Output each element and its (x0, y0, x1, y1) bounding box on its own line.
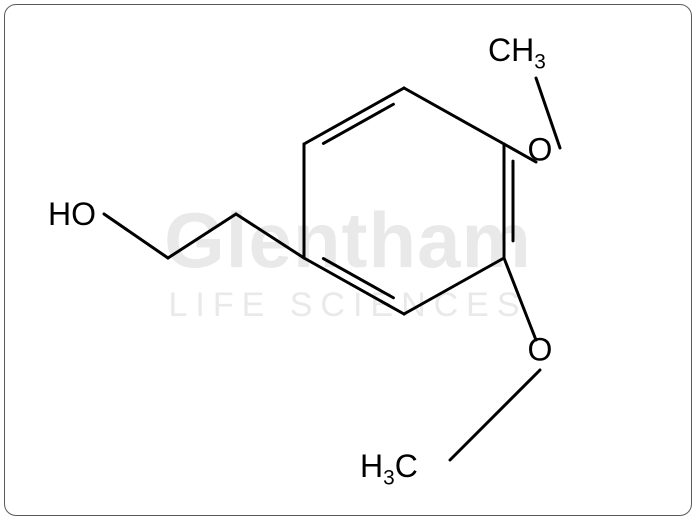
atom-label-HO: HO (48, 196, 96, 233)
molecule-svg (0, 0, 696, 520)
atom-label-CH3b: H3C (360, 448, 418, 490)
atom-label-Oa: O (528, 132, 553, 169)
diagram-canvas: Glentham LIFE SCIENCES HOCH3H3COO (0, 0, 696, 520)
atom-label-Ob: O (528, 332, 553, 369)
atom-label-CH3a: CH3 (488, 32, 546, 74)
